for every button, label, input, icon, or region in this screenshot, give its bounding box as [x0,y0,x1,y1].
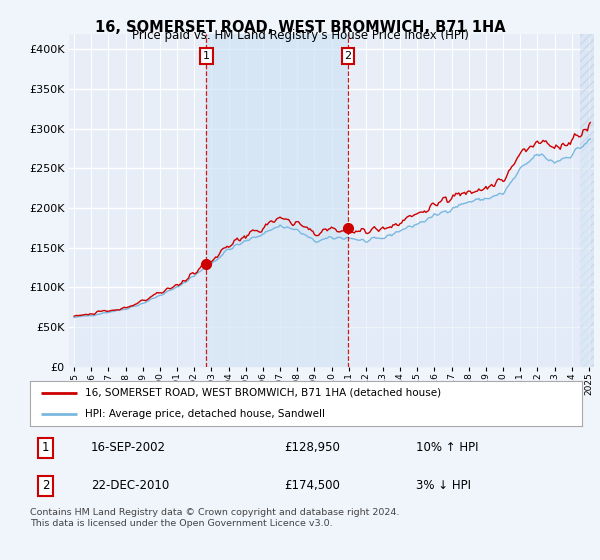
Text: 1: 1 [42,441,49,454]
Text: £174,500: £174,500 [284,479,340,492]
Text: 16-SEP-2002: 16-SEP-2002 [91,441,166,454]
Text: 2: 2 [42,479,49,492]
Text: 3% ↓ HPI: 3% ↓ HPI [416,479,472,492]
Text: 1: 1 [203,51,210,61]
Text: 2: 2 [344,51,352,61]
Text: 16, SOMERSET ROAD, WEST BROMWICH, B71 1HA (detached house): 16, SOMERSET ROAD, WEST BROMWICH, B71 1H… [85,388,442,398]
Text: HPI: Average price, detached house, Sandwell: HPI: Average price, detached house, Sand… [85,408,325,418]
Text: 16, SOMERSET ROAD, WEST BROMWICH, B71 1HA: 16, SOMERSET ROAD, WEST BROMWICH, B71 1H… [95,20,505,35]
Text: 22-DEC-2010: 22-DEC-2010 [91,479,169,492]
Text: £128,950: £128,950 [284,441,340,454]
Text: 10% ↑ HPI: 10% ↑ HPI [416,441,479,454]
Text: Price paid vs. HM Land Registry's House Price Index (HPI): Price paid vs. HM Land Registry's House … [131,29,469,42]
Text: Contains HM Land Registry data © Crown copyright and database right 2024.
This d: Contains HM Land Registry data © Crown c… [30,508,400,528]
